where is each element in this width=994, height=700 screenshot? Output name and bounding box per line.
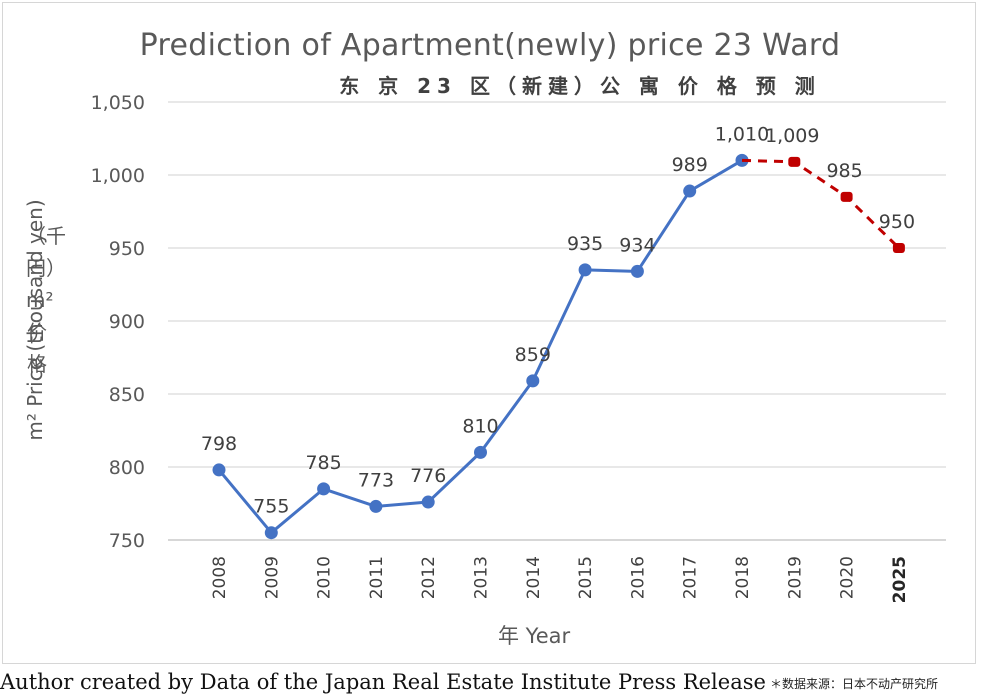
x-tick-label: 2017 [681,556,701,599]
data-point [369,499,383,513]
data-label: 755 [253,496,289,518]
data-label: 934 [619,234,655,256]
y-tick-label: 900 [109,311,145,333]
chart-subtitle: 东 京 23 区（新建）公 寓 价 格 预 测 [339,74,821,98]
data-point [578,263,592,277]
data-point [683,184,697,198]
y-tick-label: 850 [109,384,145,406]
source-note-cn: ＊数据来源：日本不动产研究所 [770,677,939,691]
y-tick-label: 1,050 [91,92,145,114]
chart-title: Prediction of Apartment(newly) price 23 … [139,28,841,63]
x-axis-label: 年 Year [498,624,571,648]
data-label: 935 [567,233,603,255]
source-note: Author created by Data of the Japan Real… [0,670,766,694]
data-point [317,482,331,496]
data-point [892,243,905,253]
data-point [474,445,487,459]
x-tick-label: 2009 [262,556,282,599]
x-tick-label: 2012 [419,556,439,599]
data-label: 989 [672,154,708,176]
x-tick-label: 2020 [838,556,858,599]
series-line [741,158,900,250]
y-tick-label: 1,000 [91,165,145,187]
x-tick-label: 2015 [576,556,596,599]
y-tick-label: 950 [109,238,145,260]
x-tick-label: 2008 [210,556,230,599]
data-label: 776 [410,465,446,487]
data-label: 798 [201,433,237,455]
data-label: 785 [305,452,341,474]
data-label: 985 [826,160,862,182]
x-tick-label: 2025 [890,556,910,603]
x-tick-label: 2010 [315,556,335,599]
data-label: 773 [358,469,394,491]
x-tick-label: 2016 [628,556,648,599]
y-tick-label: 750 [109,530,145,552]
data-point [630,264,644,278]
chart-frame [2,2,976,664]
data-point [840,191,853,202]
data-label: 950 [879,211,915,233]
x-tick-label: 2018 [733,556,753,599]
data-label: 1,010 [715,123,769,145]
data-point [788,156,801,167]
x-tick-label: 2014 [524,556,544,599]
x-tick-label: 2019 [785,556,805,599]
data-point [212,463,226,477]
data-label: 810 [462,415,498,437]
series-line [217,159,743,535]
x-tick-label: 2011 [367,556,387,599]
y-tick-label: 800 [109,457,145,479]
data-label: 1,009 [765,125,819,147]
data-point [421,495,435,509]
data-point [526,374,540,388]
x-tick-label: 2013 [472,556,492,599]
data-label: 859 [515,344,551,366]
data-point [264,526,278,540]
